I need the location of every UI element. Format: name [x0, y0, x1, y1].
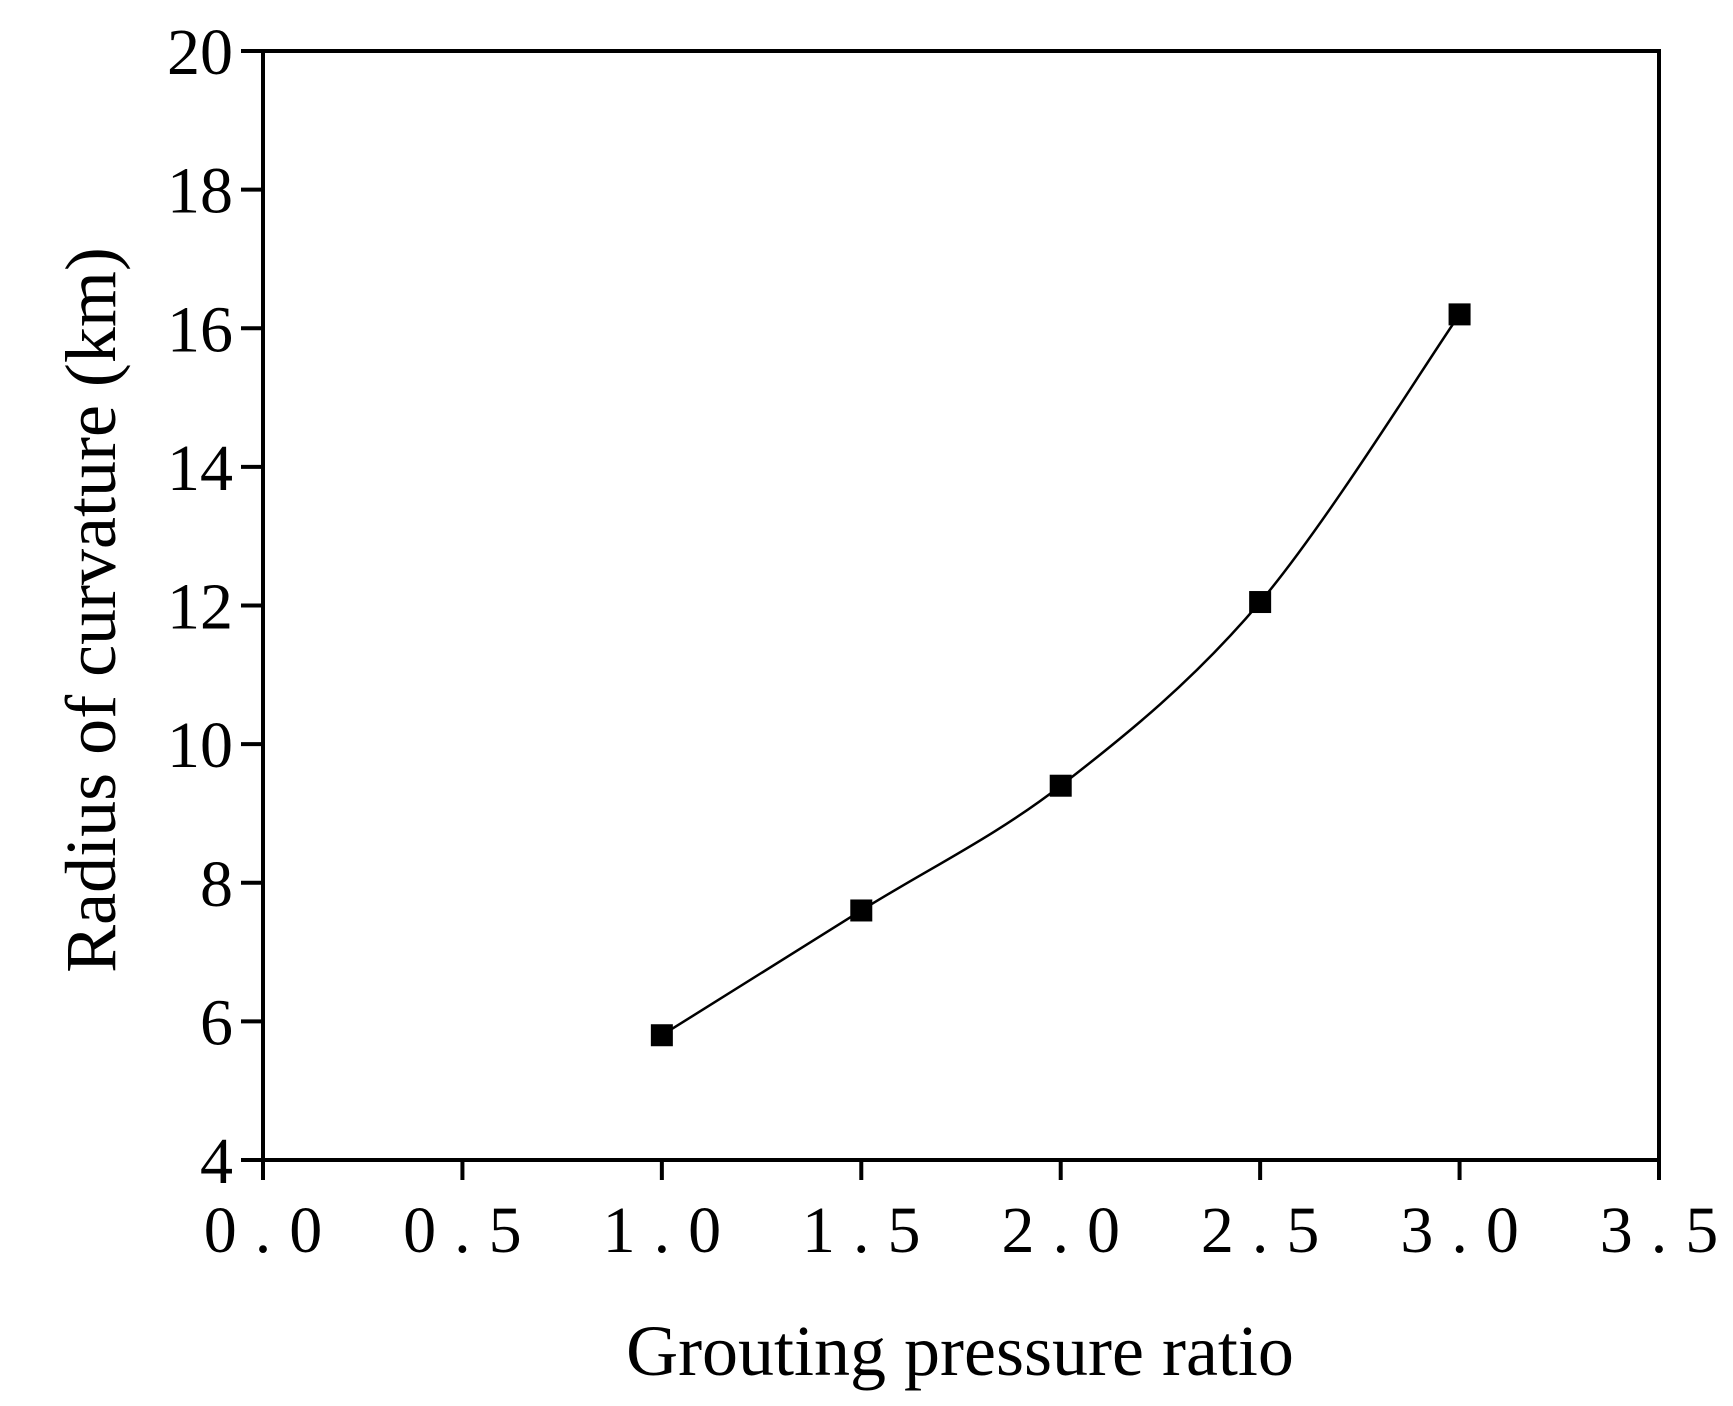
- y-tick-label: 8: [200, 848, 233, 921]
- plot-frame: [261, 49, 1661, 1162]
- data-point-marker: [1049, 774, 1072, 797]
- data-series: [650, 303, 1471, 1047]
- x-axis-ticks: 0.0 0.5 1.0 1.5 2.0 2.5 3.0 3.5: [204, 1160, 1733, 1267]
- y-tick-label: 20: [167, 16, 233, 89]
- data-point-marker: [650, 1024, 673, 1047]
- x-tick-label: 2.0: [1001, 1194, 1138, 1267]
- y-tick-label: 12: [167, 571, 233, 644]
- y-tick-label: 14: [167, 432, 233, 505]
- x-tick-label: 0.0: [204, 1194, 341, 1267]
- y-tick-label: 18: [167, 155, 233, 228]
- x-tick-label: 3.0: [1400, 1194, 1537, 1267]
- x-tick-label: 1.5: [802, 1194, 939, 1267]
- x-tick-label: 2.5: [1201, 1194, 1338, 1267]
- x-tick-label: 1.0: [603, 1194, 740, 1267]
- y-axis-ticks: 4 6 8 10 12 14 16 18 20: [167, 16, 263, 1198]
- y-axis-title: Radius of curvature (km): [51, 247, 131, 973]
- x-tick-label: 3.5: [1600, 1194, 1733, 1267]
- data-point-marker: [850, 899, 873, 922]
- data-point-marker: [1249, 591, 1272, 614]
- y-tick-label: 4: [200, 1125, 233, 1198]
- series-line: [661, 313, 1461, 1037]
- y-tick-label: 10: [167, 709, 233, 782]
- y-tick-label: 6: [200, 986, 233, 1059]
- x-tick-label: 0.5: [403, 1194, 540, 1267]
- x-axis-title: Grouting pressure ratio: [626, 1311, 1294, 1391]
- y-tick-label: 16: [167, 293, 233, 366]
- data-point-marker: [1448, 303, 1471, 326]
